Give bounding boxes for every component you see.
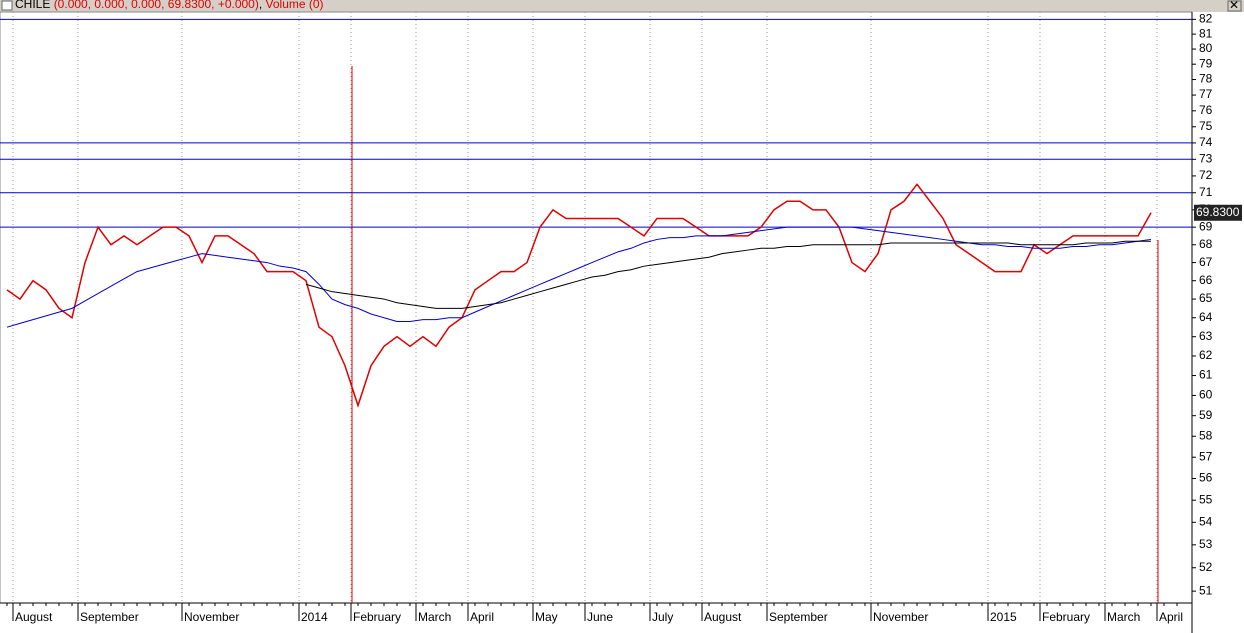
y-tick-label: 57	[1199, 449, 1213, 463]
last-value-label: 69.8300	[1196, 205, 1240, 219]
y-tick-label: 60	[1199, 388, 1213, 402]
y-tick-label: 53	[1199, 537, 1213, 551]
x-tick-label: 2014	[301, 610, 328, 624]
y-tick-label: 62	[1199, 348, 1213, 362]
x-tick-label: February	[1042, 610, 1090, 624]
close-button[interactable]	[1227, 0, 1242, 12]
y-tick-label: 55	[1199, 492, 1213, 506]
series-line	[305, 240, 1151, 309]
volume-label: Volume (0)	[266, 0, 324, 11]
x-tick-label: April	[470, 610, 494, 624]
window-icon	[1, 0, 13, 11]
y-tick-label: 52	[1199, 560, 1213, 574]
close-icon: ✕	[1229, 0, 1239, 12]
y-tick-label: 64	[1199, 310, 1213, 324]
y-tick-label: 79	[1199, 56, 1213, 70]
y-tick-label: 81	[1199, 26, 1213, 40]
x-tick-label: April	[1159, 610, 1183, 624]
y-tick-label: 56	[1199, 471, 1213, 485]
y-tick-label: 71	[1199, 185, 1213, 199]
title-values: (0.000, 0.000, 0.000, 69.8300, +0.000)	[54, 0, 259, 11]
y-tick-label: 51	[1199, 583, 1213, 597]
x-tick-label: November	[184, 610, 239, 624]
y-tick-label: 58	[1199, 428, 1213, 442]
y-tick-label: 66	[1199, 273, 1213, 287]
x-tick-label: September	[80, 610, 139, 624]
series-line	[6, 226, 1152, 328]
y-tick-label: 68	[1199, 237, 1213, 251]
x-tick-label: 2015	[990, 610, 1017, 624]
y-tick-label: 80	[1199, 41, 1213, 55]
title-bar	[0, 0, 1244, 12]
y-tick-label: 78	[1199, 72, 1213, 86]
y-tick-label: 82	[1199, 11, 1213, 25]
y-tick-label: 69	[1199, 219, 1213, 233]
x-tick-label: February	[353, 610, 401, 624]
y-tick-label: 76	[1199, 103, 1213, 117]
series-line	[6, 183, 1152, 408]
y-tick-label: 61	[1199, 368, 1213, 382]
y-tick-label: 59	[1199, 408, 1213, 422]
y-tick-label: 67	[1199, 255, 1213, 269]
y-tick-label: 73	[1199, 151, 1213, 165]
chart-title: CHILE (0.000, 0.000, 0.000, 69.8300, +0.…	[15, 0, 324, 11]
plot-area	[0, 11, 1193, 604]
last-value-box	[1194, 204, 1242, 221]
y-tick-label: 65	[1199, 291, 1213, 305]
y-tick-label: 72	[1199, 168, 1213, 182]
x-tick-label: August	[704, 610, 742, 624]
x-tick-label: September	[769, 610, 828, 624]
y-tick-label: 75	[1199, 119, 1213, 133]
x-tick-label: March	[418, 610, 451, 624]
x-tick-label: March	[1107, 610, 1140, 624]
y-tick-label: 63	[1199, 329, 1213, 343]
y-tick-label: 74	[1199, 135, 1213, 149]
x-tick-label: July	[652, 610, 673, 624]
x-tick-label: June	[587, 610, 613, 624]
x-tick-label: November	[873, 610, 928, 624]
title-name: CHILE	[15, 0, 50, 11]
x-tick-label: August	[15, 610, 53, 624]
y-tick-label: 54	[1199, 514, 1213, 528]
x-tick-label: May	[535, 610, 558, 624]
y-tick-label: 77	[1199, 87, 1213, 101]
